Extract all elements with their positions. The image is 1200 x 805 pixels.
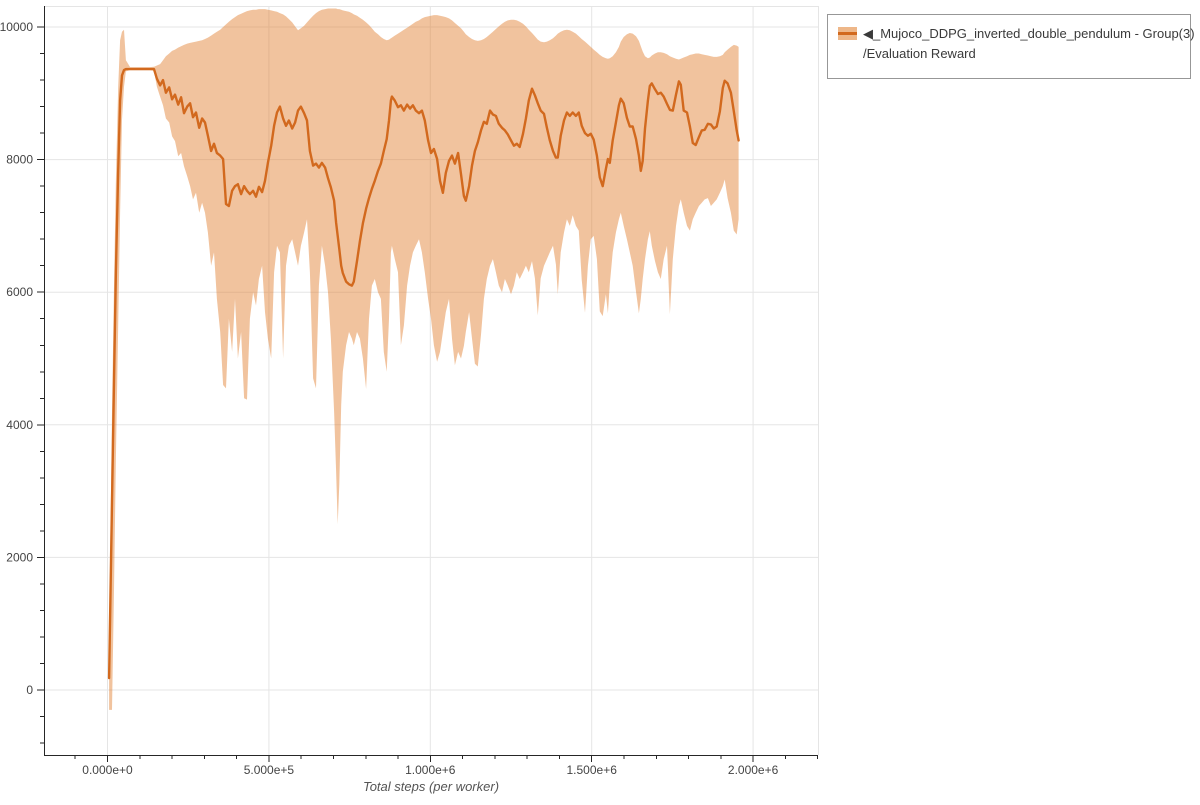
y-tick-label: 4000 <box>6 418 33 432</box>
legend-swatch-icon <box>838 27 857 40</box>
tick-labels: 0.000e+0 5.000e+5 1.000e+6 1.500e+6 2.000e+6… <box>0 20 779 794</box>
y-tick-label: 8000 <box>6 153 33 167</box>
y-tick-label: 10000 <box>0 20 33 34</box>
x-tick-label: 5.000e+5 <box>244 763 295 777</box>
series-evaluation-reward <box>107 8 740 710</box>
x-tick-label: 0.000e+0 <box>82 763 133 777</box>
mean-line <box>107 67 740 680</box>
legend-label-line1: ◀_Mujoco_DDPG_inverted_double_pendulum -… <box>863 26 1195 41</box>
y-tick-label: 0 <box>26 683 33 697</box>
y-tick-label: 6000 <box>6 285 33 299</box>
legend-item[interactable]: ◀_Mujoco_DDPG_inverted_double_pendulum -… <box>828 15 1195 64</box>
axes <box>37 6 819 762</box>
x-axis-label: Total steps (per worker) <box>363 779 499 794</box>
confidence-band <box>109 8 739 710</box>
legend: ◀_Mujoco_DDPG_inverted_double_pendulum -… <box>827 14 1195 79</box>
legend-label-line2: /Evaluation Reward <box>863 46 976 61</box>
x-tick-label: 2.000e+6 <box>728 763 779 777</box>
y-tick-label: 2000 <box>6 550 33 564</box>
legend-line-swatch <box>838 32 857 35</box>
x-tick-label: 1.000e+6 <box>405 763 456 777</box>
x-tick-label: 1.500e+6 <box>567 763 618 777</box>
gridlines <box>44 6 818 755</box>
plot-border <box>44 6 819 755</box>
